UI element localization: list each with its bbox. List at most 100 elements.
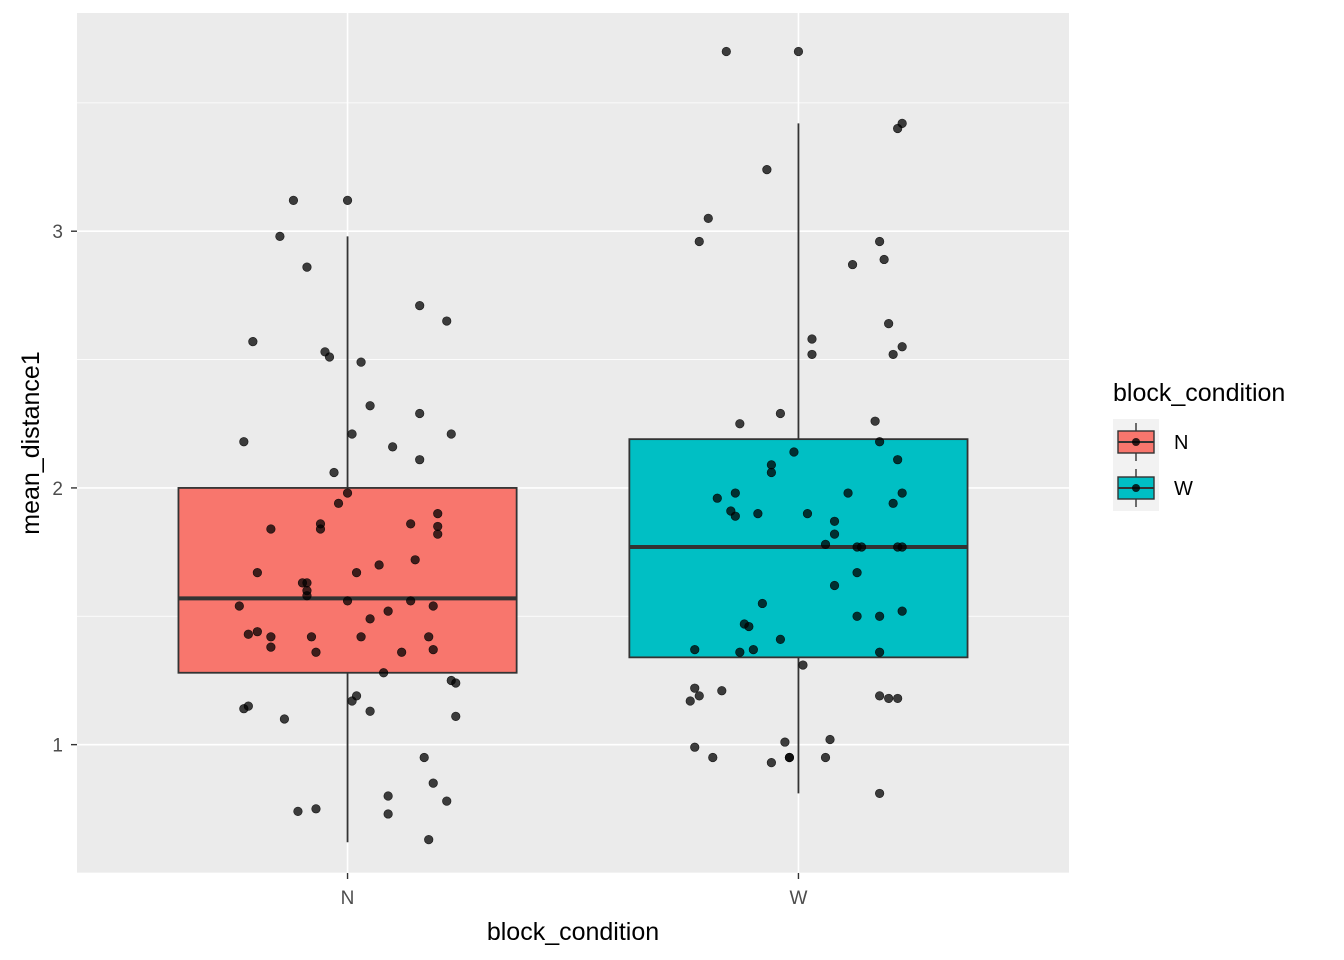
data-point <box>356 632 366 642</box>
data-point <box>893 693 903 704</box>
data-point <box>875 236 885 247</box>
data-point <box>829 516 840 526</box>
data-point <box>875 437 885 447</box>
data-point <box>708 752 718 763</box>
data-point <box>410 555 420 565</box>
data-point <box>829 580 840 591</box>
legend-entries: NW <box>1113 419 1193 511</box>
data-point <box>406 596 416 606</box>
box-W <box>628 123 969 794</box>
data-point <box>374 560 384 570</box>
data-point <box>424 632 434 642</box>
data-point <box>302 591 312 601</box>
data-point <box>717 686 727 696</box>
data-point <box>730 511 740 521</box>
data-point <box>433 521 443 532</box>
data-point <box>843 488 853 498</box>
data-point <box>266 632 276 642</box>
data-point <box>888 498 898 508</box>
data-point <box>342 596 353 606</box>
data-point <box>775 408 786 419</box>
y-tick-label: 3 <box>52 222 63 243</box>
legend-key-point <box>1132 484 1140 492</box>
data-point <box>329 467 339 478</box>
data-point <box>897 488 907 498</box>
data-point <box>275 231 285 241</box>
data-point <box>897 342 907 352</box>
data-point <box>315 524 326 534</box>
data-point <box>302 262 312 272</box>
data-point <box>875 691 885 701</box>
data-point <box>852 568 862 578</box>
data-point <box>451 711 461 722</box>
data-point <box>784 752 795 763</box>
data-point <box>694 691 704 701</box>
data-point <box>875 611 885 621</box>
legend-label: N <box>1174 432 1188 454</box>
data-point <box>870 416 880 426</box>
legend-entry-N: N <box>1113 419 1188 465</box>
legend: block_condition NW <box>1113 379 1285 511</box>
data-point <box>406 519 416 529</box>
data-point <box>415 301 425 311</box>
data-point <box>735 419 745 429</box>
data-point <box>442 316 452 326</box>
data-point <box>302 578 312 588</box>
y-tick-label: 1 <box>52 736 63 757</box>
data-point <box>419 752 429 763</box>
data-point <box>820 752 831 763</box>
boxes <box>177 123 969 843</box>
legend-title: block_condition <box>1113 379 1285 407</box>
data-point <box>342 195 353 206</box>
data-point <box>875 788 885 799</box>
data-point <box>798 660 808 670</box>
data-point <box>347 429 357 439</box>
data-point <box>324 352 335 362</box>
data-point <box>248 336 258 347</box>
data-point <box>379 668 389 678</box>
data-point <box>388 442 398 452</box>
data-point <box>893 542 903 552</box>
data-point <box>766 758 777 768</box>
data-point <box>780 737 790 747</box>
y-axis-title: mean_distance1 <box>17 351 45 534</box>
data-point <box>789 447 799 457</box>
data-point <box>442 796 452 806</box>
y-tick-label: 2 <box>52 479 63 500</box>
data-point <box>690 742 700 752</box>
box-N <box>177 236 518 843</box>
data-point <box>311 804 321 814</box>
data-point <box>234 601 244 611</box>
data-point <box>266 642 276 652</box>
jitter-points <box>234 46 907 845</box>
data-point <box>703 213 713 223</box>
data-point <box>884 693 894 704</box>
data-point <box>884 319 894 329</box>
data-point <box>415 455 425 465</box>
data-point <box>433 508 443 519</box>
data-point <box>685 696 695 706</box>
data-point <box>690 683 700 693</box>
data-point <box>748 645 758 655</box>
legend-key-point <box>1132 438 1140 446</box>
data-point <box>757 598 767 609</box>
data-point <box>829 529 840 539</box>
data-point <box>897 606 907 616</box>
data-point <box>694 236 704 247</box>
data-point <box>893 123 903 134</box>
x-axis-title: block_condition <box>487 918 659 946</box>
data-point <box>802 508 813 519</box>
box-body <box>177 487 518 674</box>
data-point <box>347 696 357 706</box>
legend-label: W <box>1174 478 1193 500</box>
data-point <box>288 195 299 206</box>
data-point <box>333 498 344 508</box>
data-point <box>428 645 438 655</box>
data-point <box>451 678 461 688</box>
data-point <box>428 601 438 611</box>
data-point <box>820 539 831 550</box>
y-axis: 1 2 3 <box>52 222 77 757</box>
x-tick-label: N <box>341 888 355 909</box>
